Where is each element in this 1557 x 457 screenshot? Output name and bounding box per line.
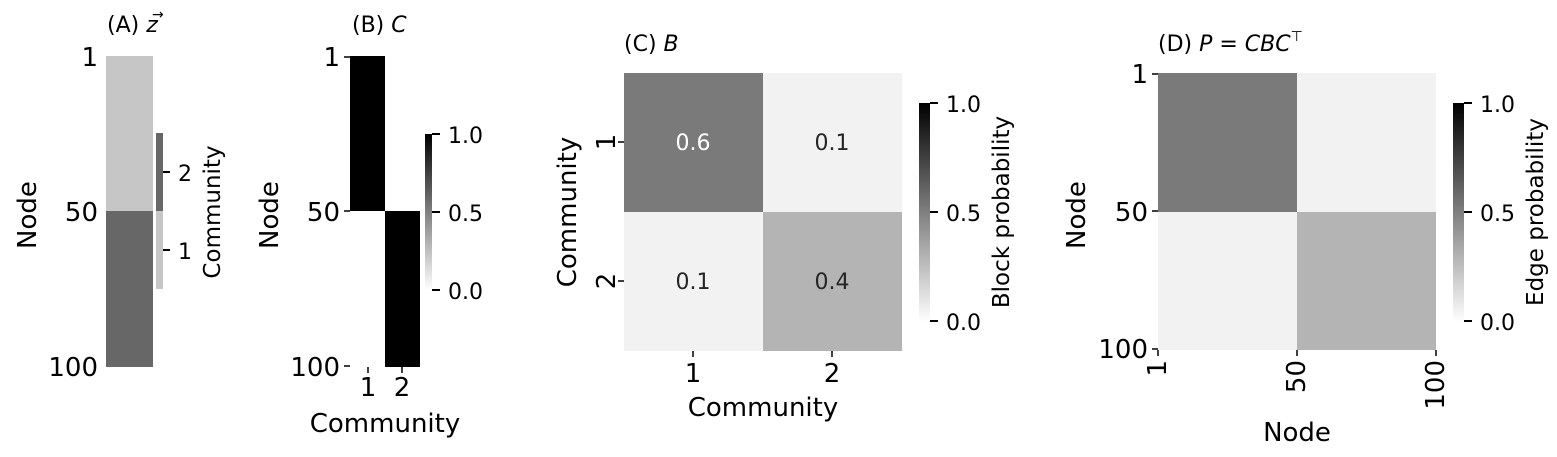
panel-d-xlabel: Node xyxy=(1263,418,1331,448)
panel-d-ytick-100: 100 xyxy=(1098,335,1148,365)
panel-c-cell-label-1-2: 0.1 xyxy=(815,131,850,156)
panel-a-cell-community-1 xyxy=(106,56,153,211)
panel-d-ylabel: Node xyxy=(1062,181,1092,249)
panel-d: (D) P = CBC⊤ 1 50 100 Node 1 50 100 Node… xyxy=(1062,29,1549,448)
panel-a-ytick-100: 100 xyxy=(48,353,98,383)
panel-d-ytick-50: 50 xyxy=(1115,198,1148,228)
panel-c-cell-label-2-1: 0.1 xyxy=(676,270,711,295)
panel-c: (C) B 0.6 0.1 0.1 0.4 1 2 Community 1 2 … xyxy=(553,32,1015,423)
panel-d-colorbar-label: Edge probability xyxy=(1523,118,1549,306)
panel-c-ytick-2: 2 xyxy=(592,273,622,290)
panel-c-ylabel: Community xyxy=(553,137,583,287)
panel-b: (B) C 1 50 100 Node 1 2 Community 1.0 0.… xyxy=(255,13,483,439)
panel-a-title: (A) z xyxy=(107,13,158,38)
panel-c-cell-2-2 xyxy=(763,212,902,351)
panel-c-cell-label-2-2: 0.4 xyxy=(815,270,850,295)
panel-b-ylabel: Node xyxy=(255,181,285,249)
panel-c-ytick-1: 1 xyxy=(592,134,622,151)
panel-d-block-2-2 xyxy=(1297,212,1436,350)
panel-b-xtick-1: 1 xyxy=(360,373,377,403)
panel-b-ytick-50: 50 xyxy=(307,198,340,228)
panel-a: (A) z → 1 50 100 Node 2 1 Community xyxy=(13,7,226,383)
panel-d-xtick-100: 100 xyxy=(1421,360,1451,410)
panel-d-xtick-50: 50 xyxy=(1282,360,1312,393)
panel-d-ytick-1: 1 xyxy=(1131,60,1148,90)
panel-b-block-community-2 xyxy=(385,211,420,367)
panel-b-ytick-100: 100 xyxy=(290,353,340,383)
panel-a-colorbar-segment-1 xyxy=(156,211,163,289)
panel-c-colorbar-ticklabel-0: 0.0 xyxy=(946,311,981,336)
panel-c-cell-1-2 xyxy=(763,73,902,212)
panel-d-block-1-2 xyxy=(1297,73,1436,212)
panel-a-colorbar-ticklabel-2: 2 xyxy=(178,162,192,187)
panel-d-colorbar-ticklabel-0: 0.0 xyxy=(1480,311,1515,336)
panel-c-xlabel: Community xyxy=(688,393,838,423)
panel-d-xtick-1: 1 xyxy=(1143,360,1173,377)
panel-b-title: (B) C xyxy=(352,13,407,38)
panel-c-cell-1-1 xyxy=(624,73,763,212)
panel-b-colorbar-ticklabel-05: 0.5 xyxy=(448,202,483,227)
panel-d-block-1-1 xyxy=(1158,73,1297,212)
panel-a-colorbar-label: Community xyxy=(200,145,226,278)
panel-c-cell-2-1 xyxy=(624,212,763,351)
panel-a-ytick-50: 50 xyxy=(65,198,98,228)
panel-d-colorbar-ticklabel-1: 1.0 xyxy=(1480,93,1515,118)
panel-d-colorbar xyxy=(1453,103,1464,322)
panel-a-title-vector-arrow: → xyxy=(152,7,164,23)
panel-c-colorbar-ticklabel-05: 0.5 xyxy=(946,202,981,227)
panel-b-xtick-2: 2 xyxy=(394,373,411,403)
panel-b-xlabel: Community xyxy=(310,409,460,439)
panel-a-colorbar-ticklabel-1: 1 xyxy=(178,240,192,265)
panel-b-colorbar-ticklabel-0: 0.0 xyxy=(448,280,483,305)
panel-b-colorbar-ticklabel-1: 1.0 xyxy=(448,124,483,149)
panel-c-colorbar-label: Block probability xyxy=(989,116,1015,308)
panel-b-ytick-1: 1 xyxy=(323,43,340,73)
panel-c-colorbar-ticklabel-1: 1.0 xyxy=(946,93,981,118)
panel-b-block-community-1 xyxy=(350,56,385,211)
panel-a-colorbar-segment-2 xyxy=(156,133,163,211)
panel-d-block-2-1 xyxy=(1158,212,1297,350)
panel-a-cell-community-2 xyxy=(106,211,153,367)
panel-c-cell-label-1-1: 0.6 xyxy=(676,131,711,156)
panel-c-xtick-2: 2 xyxy=(824,359,841,389)
panel-c-colorbar xyxy=(919,103,930,322)
panel-d-colorbar-ticklabel-05: 0.5 xyxy=(1480,202,1515,227)
panel-b-colorbar xyxy=(425,134,432,290)
panel-c-xtick-1: 1 xyxy=(685,359,702,389)
panel-a-ytick-1: 1 xyxy=(81,43,98,73)
panel-d-title: (D) P = CBC⊤ xyxy=(1158,29,1303,57)
panel-c-title: (C) B xyxy=(624,32,679,57)
panel-a-ylabel: Node xyxy=(13,181,43,249)
